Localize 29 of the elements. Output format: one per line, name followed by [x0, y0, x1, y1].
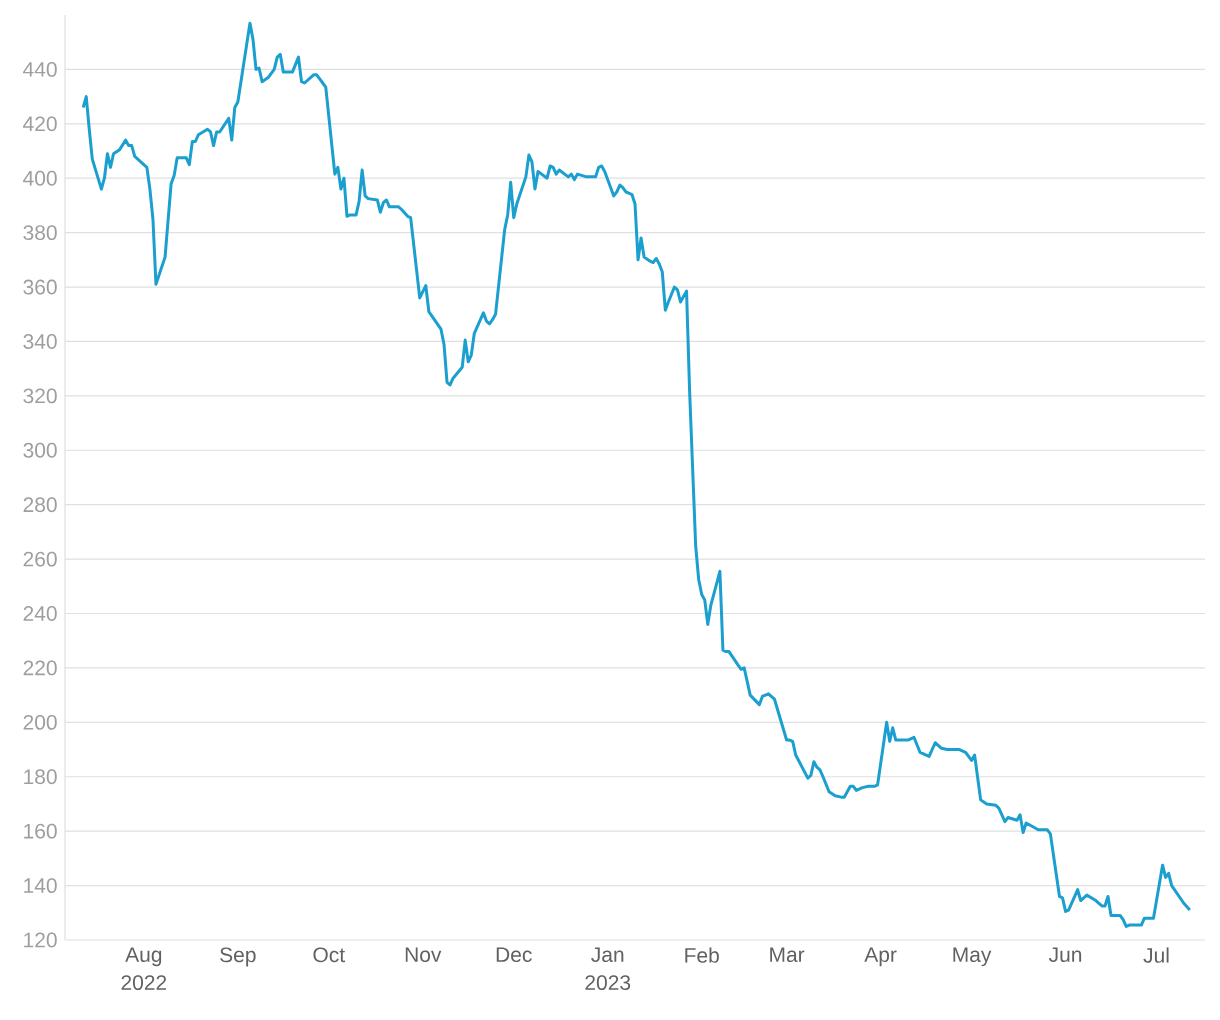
- y-tick-label: 140: [24, 878, 57, 894]
- x-tick-label: Dec: [496, 947, 532, 963]
- x-tick-label: Apr: [864, 947, 897, 967]
- y-tick-label: 380: [23, 225, 57, 241]
- x-tick-label: Jun: [1048, 947, 1082, 963]
- x-tick-label: Aug 2022: [121, 947, 167, 991]
- x-tick-label: Jul: [1143, 947, 1169, 963]
- x-tick-label: Feb: [685, 947, 719, 963]
- x-tick-label: Jan 2023: [585, 947, 631, 991]
- y-tick-label: 120: [24, 932, 57, 948]
- y-tick-label: 280: [23, 497, 57, 513]
- x-tick-label: Oct: [313, 947, 345, 963]
- y-tick-label: 160: [24, 823, 57, 839]
- y-tick-label: 200: [23, 714, 57, 730]
- y-tick-label: 180: [24, 769, 57, 785]
- y-tick-label: 220: [23, 660, 57, 676]
- y-tick-label: 340: [23, 334, 57, 349]
- y-tick-label: 360: [23, 279, 57, 295]
- x-tick-label: Sep: [220, 947, 256, 967]
- y-tick-label: 260: [23, 551, 57, 567]
- y-tick-label: 400: [23, 170, 57, 186]
- y-tick-label: 440: [23, 61, 57, 77]
- x-tick-label: Mar: [770, 947, 805, 963]
- y-tick-label: 300: [23, 442, 57, 458]
- x-tick-label: May: [953, 947, 992, 967]
- y-tick-label: 240: [23, 606, 57, 621]
- x-tick-label: Nov: [405, 947, 442, 963]
- y-tick-label: 320: [23, 388, 57, 404]
- y-tick-label: 420: [23, 116, 57, 132]
